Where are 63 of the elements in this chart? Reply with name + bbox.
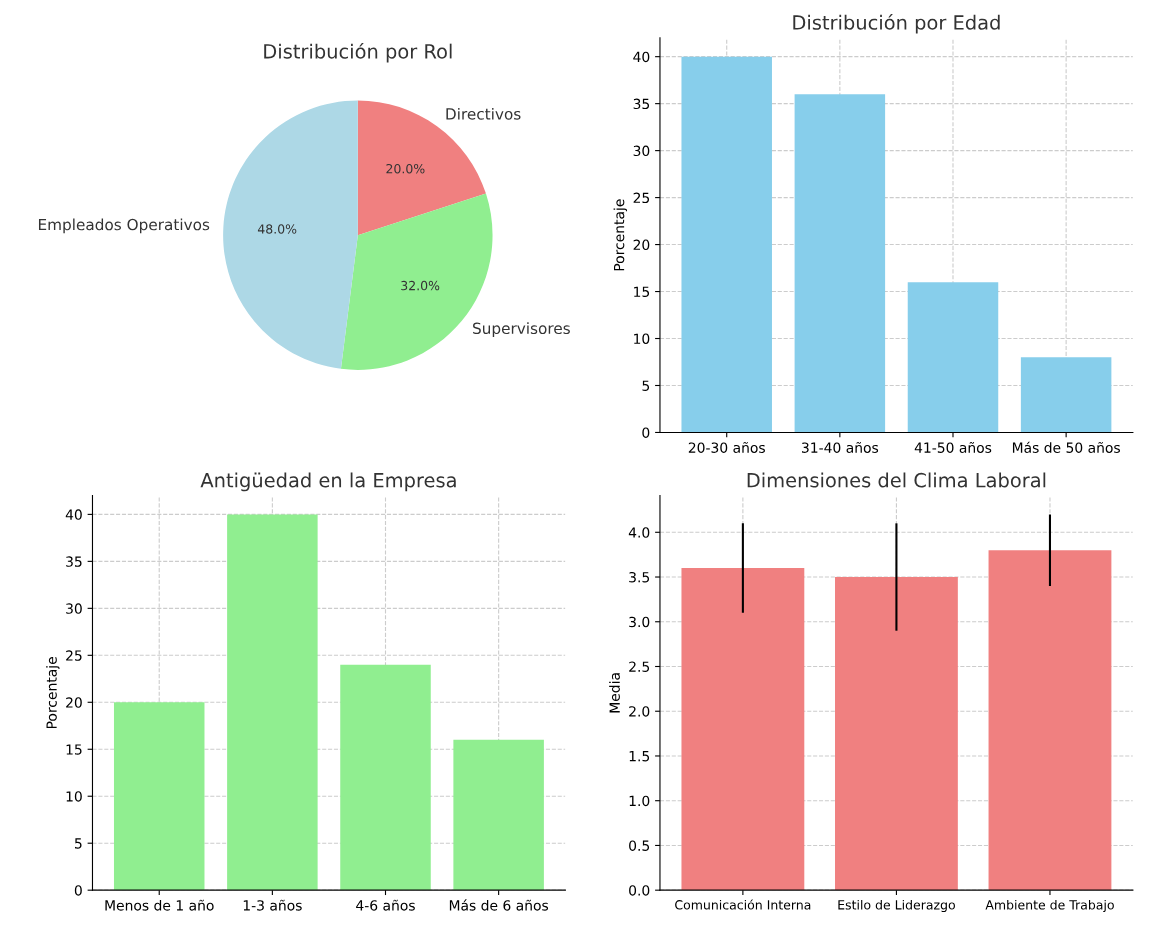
chart-title: Distribución por Rol: [264, 42, 452, 63]
y-tick-label: 0.0: [629, 885, 650, 896]
x-tick-label: 1-3 años: [243, 899, 302, 911]
chart-title: Dimensiones del Clima Laboral: [747, 472, 1046, 488]
x-tick-label: Menos de 1 año: [105, 899, 214, 911]
chart-title: Distribución por Edad: [793, 13, 1000, 34]
x-tick-label: Más de 50 años: [1012, 441, 1120, 453]
y-tick-label: 30: [66, 603, 82, 614]
y-tick-label: 25: [66, 650, 82, 661]
x-tick-label: Más de 6 años: [449, 899, 549, 911]
bar: [453, 739, 544, 891]
bar: [794, 94, 886, 433]
y-tick-label: 10: [66, 791, 82, 802]
bar: [1020, 357, 1112, 433]
y-tick-label: 40: [65, 509, 82, 520]
y-tick-label: 0: [74, 885, 82, 896]
y-tick-label: 0: [642, 427, 650, 438]
y-tick-label: 30: [633, 145, 650, 157]
y-tick-label: 15: [634, 286, 650, 298]
slice-label: Empleados Operativos: [38, 218, 210, 234]
pie-slice: [223, 100, 358, 369]
y-tick-label: 40: [633, 51, 650, 63]
y-tick-label: 3.0: [629, 616, 650, 628]
x-tick-label: Comunicación Interna: [675, 899, 811, 910]
y-tick-label: 0.5: [629, 840, 650, 851]
y-tick-label: 2.5: [629, 661, 650, 672]
y-tick-label: 20: [66, 697, 82, 708]
y-axis-title: Porcentaje: [613, 199, 628, 271]
y-tick-label: 3.5: [629, 571, 650, 583]
y-tick-label: 10: [634, 333, 650, 344]
y-tick-label: 1.5: [629, 751, 650, 762]
y-axis-title: Media: [609, 673, 620, 713]
y-tick-label: 20: [633, 239, 650, 251]
bar: [681, 56, 772, 433]
bar: [227, 514, 318, 891]
slice-label: Supervisores: [473, 322, 570, 338]
bar: [681, 568, 805, 891]
x-tick-label: Ambiente de Trabajo: [985, 899, 1114, 912]
bar: [988, 550, 1112, 891]
y-tick-label: 4.0: [628, 527, 650, 538]
y-tick-label: 35: [66, 556, 82, 567]
data-label: 32.0%: [401, 280, 440, 291]
y-tick-label: 15: [66, 744, 82, 755]
y-tick-label: 35: [633, 98, 650, 110]
x-tick-label: 20-30 años: [688, 441, 765, 453]
bar: [835, 577, 958, 891]
x-tick-label: 4-6 años: [356, 899, 415, 911]
chart-title: Antigüedad en la Empresa: [200, 472, 456, 492]
x-tick-label: 41-50 años: [914, 441, 992, 453]
x-tick-label: 31-40 años: [802, 441, 879, 453]
data-label: 48.0%: [257, 224, 297, 234]
y-tick-label: 25: [633, 192, 650, 204]
y-tick-label: 5: [74, 838, 82, 849]
bar: [113, 702, 205, 891]
y-tick-label: 5: [642, 380, 650, 391]
bar: [340, 664, 431, 891]
y-tick-label: 1.0: [629, 795, 650, 807]
y-tick-label: 2.0: [629, 706, 650, 717]
slice-label: Directivos: [446, 107, 521, 120]
x-tick-label: Estilo de Liderazgo: [838, 899, 955, 912]
y-axis-title: Porcentaje: [46, 657, 60, 729]
data-label: 20.0%: [386, 163, 425, 174]
bar: [907, 282, 999, 433]
